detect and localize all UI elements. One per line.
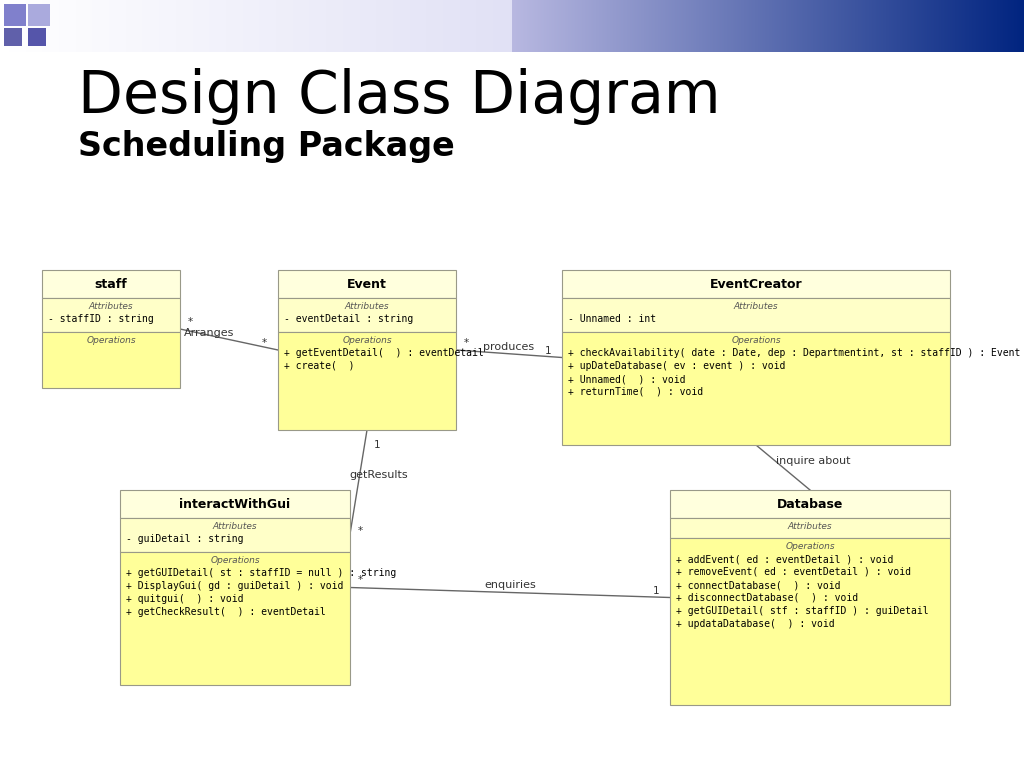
Bar: [42, 332, 180, 388]
Text: *: *: [357, 526, 362, 536]
Text: + Unnamed(  ) : void: + Unnamed( ) : void: [568, 374, 685, 384]
Bar: [42, 298, 180, 332]
Text: + updataDatabase(  ) : void: + updataDatabase( ) : void: [676, 619, 835, 629]
Text: Attributes: Attributes: [787, 522, 833, 531]
Text: Attributes: Attributes: [213, 522, 257, 531]
Bar: [670, 518, 950, 538]
Text: *: *: [261, 338, 266, 348]
Text: + getGUIDetail( st : staffID = null ) : string: + getGUIDetail( st : staffID = null ) : …: [126, 568, 396, 578]
Text: produces: produces: [483, 342, 535, 352]
Text: + connectDatabase(  ) : void: + connectDatabase( ) : void: [676, 580, 841, 590]
Text: + getEventDetail(  ) : eventDetail: + getEventDetail( ) : eventDetail: [284, 348, 483, 358]
Bar: [562, 270, 950, 298]
Bar: [120, 552, 350, 685]
Text: EventCreator: EventCreator: [710, 277, 803, 290]
Text: Attributes: Attributes: [89, 302, 133, 311]
Text: Database: Database: [777, 498, 843, 511]
Text: 1: 1: [545, 346, 551, 356]
Text: - guiDetail : string: - guiDetail : string: [126, 534, 244, 544]
Text: + getCheckResult(  ) : eventDetail: + getCheckResult( ) : eventDetail: [126, 607, 326, 617]
Bar: [28, 28, 46, 46]
Text: *: *: [464, 338, 469, 348]
Bar: [120, 518, 350, 552]
Bar: [278, 270, 456, 298]
Text: Attributes: Attributes: [345, 302, 389, 311]
Text: Operations: Operations: [785, 542, 835, 551]
Text: - staffID : string: - staffID : string: [48, 314, 154, 324]
Text: Event: Event: [347, 277, 387, 290]
Text: + quitgui(  ) : void: + quitgui( ) : void: [126, 594, 244, 604]
Text: Arranges: Arranges: [184, 327, 234, 337]
Bar: [120, 490, 350, 518]
Text: interactWithGui: interactWithGui: [179, 498, 291, 511]
Bar: [42, 270, 180, 298]
Bar: [28, 4, 50, 26]
Text: + removeEvent( ed : eventDetail ) : void: + removeEvent( ed : eventDetail ) : void: [676, 567, 911, 577]
Text: Operations: Operations: [731, 336, 781, 345]
Text: enquiries: enquiries: [484, 581, 536, 591]
Bar: [4, 4, 26, 26]
Text: + getGUIDetail( stf : staffID ) : guiDetail: + getGUIDetail( stf : staffID ) : guiDet…: [676, 606, 929, 616]
Bar: [4, 28, 22, 46]
Text: Operations: Operations: [210, 556, 260, 565]
Text: staff: staff: [94, 277, 127, 290]
Text: + DisplayGui( gd : guiDetail ) : void: + DisplayGui( gd : guiDetail ) : void: [126, 581, 343, 591]
Text: + upDateDatabase( ev : event ) : void: + upDateDatabase( ev : event ) : void: [568, 361, 785, 371]
Text: Scheduling Package: Scheduling Package: [78, 130, 455, 163]
Text: + create(  ): + create( ): [284, 361, 354, 371]
Text: *: *: [357, 575, 362, 585]
Text: 1: 1: [374, 440, 380, 450]
Bar: [278, 332, 456, 430]
Text: Operations: Operations: [86, 336, 136, 345]
Bar: [562, 298, 950, 332]
Text: + addEvent( ed : eventDetail ) : void: + addEvent( ed : eventDetail ) : void: [676, 554, 893, 564]
Text: Attributes: Attributes: [733, 302, 778, 311]
Text: - eventDetail : string: - eventDetail : string: [284, 314, 414, 324]
Text: - Unnamed : int: - Unnamed : int: [568, 314, 656, 324]
Text: inquire about: inquire about: [776, 455, 850, 465]
Text: Operations: Operations: [342, 336, 392, 345]
Text: Design Class Diagram: Design Class Diagram: [78, 68, 721, 125]
Text: getResults: getResults: [349, 470, 408, 480]
Text: *: *: [187, 317, 193, 327]
Text: + returnTime(  ) : void: + returnTime( ) : void: [568, 387, 703, 397]
Text: 1: 1: [652, 585, 659, 595]
Bar: [670, 538, 950, 705]
Text: + checkAvailability( date : Date, dep : Departmentint, st : staffID ) : Event: + checkAvailability( date : Date, dep : …: [568, 348, 1020, 358]
Text: + disconnectDatabase(  ) : void: + disconnectDatabase( ) : void: [676, 593, 858, 603]
Bar: [670, 490, 950, 518]
Bar: [278, 298, 456, 332]
Bar: [562, 332, 950, 445]
